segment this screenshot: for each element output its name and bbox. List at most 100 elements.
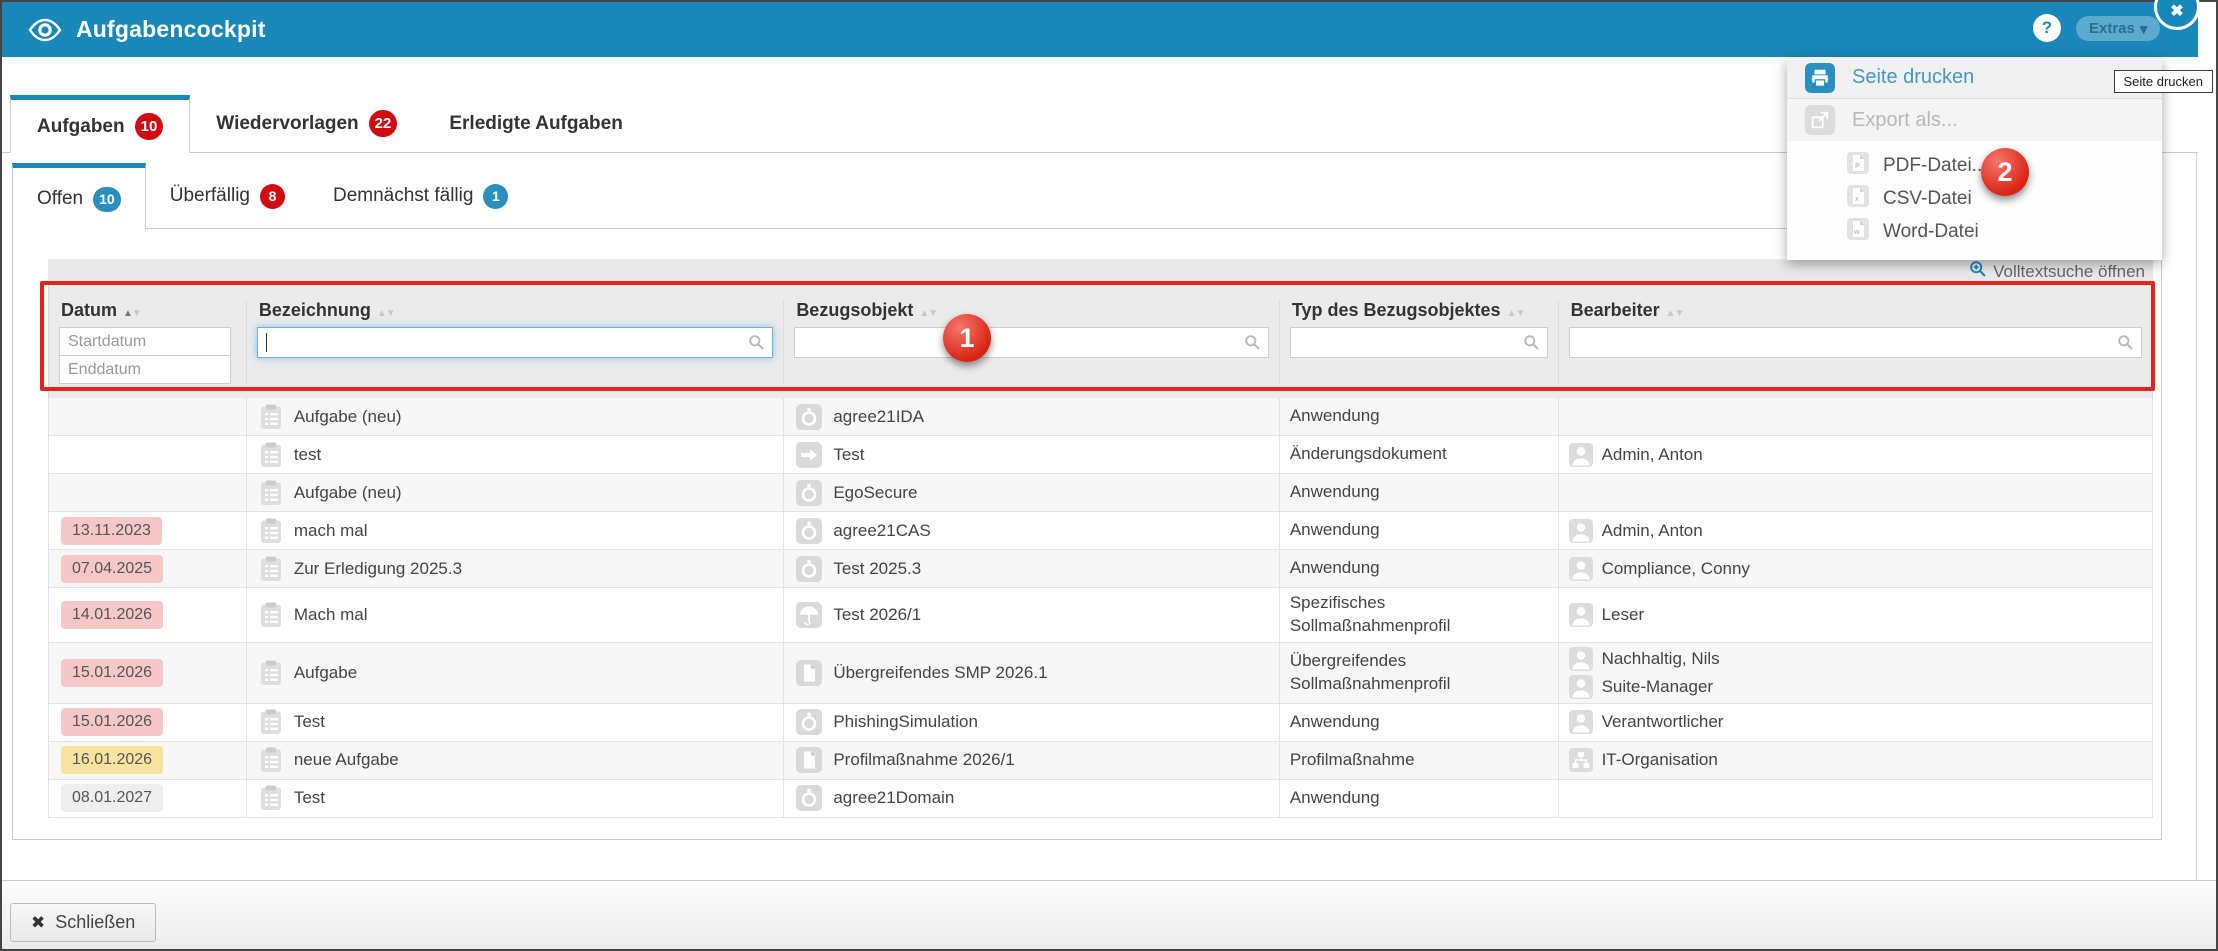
table-row[interactable]: Aufgabe (neu) agree21IDA Anwendung: [49, 398, 2152, 436]
sort-icons[interactable]: ▲▼: [1506, 308, 1526, 319]
assignee: Admin, Anton: [1568, 518, 1703, 543]
object-type: Anwendung: [1289, 711, 1380, 731]
cell-bezugsobjekt: PhishingSimulation: [783, 703, 1279, 741]
end-date-filter-input[interactable]: [59, 355, 231, 384]
table-body: Aufgabe (neu) agree21IDA Anwendung test Test…: [48, 398, 2153, 818]
clipboard-icon: [260, 442, 281, 467]
sort-icons[interactable]: ▲▼: [376, 308, 396, 319]
tab-ueberfaellig[interactable]: Überfällig 8: [146, 163, 309, 229]
table-row[interactable]: 15.01.2026 Aufgabe Übergreifendes SMP 2026…: [49, 642, 2152, 704]
object-name: Test 2025.3: [833, 558, 922, 578]
application-icon: [796, 555, 823, 582]
column-label: Bearbeiter: [1570, 300, 1660, 320]
tab-label: Erledigte Aufgaben: [449, 112, 623, 134]
assignee-name: Verantwortlicher: [1601, 712, 1724, 732]
bearbeiter-filter-input[interactable]: [1568, 327, 2142, 358]
cell-bezugsobjekt: EgoSecure: [783, 474, 1279, 511]
cell-bezugsobjekt: agree21CAS: [783, 512, 1279, 549]
extras-button[interactable]: Extras ▾: [2076, 16, 2161, 41]
cell-bezugsobjekt: Übergreifendes SMP 2026.1: [783, 642, 1279, 703]
task-name: Aufgabe: [293, 662, 358, 682]
cell-bezugsobjekt: agree21IDA: [783, 398, 1279, 435]
cell-bezeichnung: Aufgabe: [245, 642, 783, 703]
column-header-bearbeiter[interactable]: Bearbeiter ▲▼: [1557, 300, 2152, 325]
object-type: Übergreifendes Sollmaßnahmenprofil: [1289, 650, 1451, 693]
cell-bezeichnung: Mach mal: [245, 588, 783, 642]
cell-typ: Anwendung: [1278, 512, 1558, 549]
bezeichnung-filter-input[interactable]: [256, 327, 774, 358]
footer-bar: ✖ Schließen: [2, 880, 2216, 949]
column-header-typ[interactable]: Typ des Bezugsobjektes ▲▼: [1278, 300, 1558, 325]
menu-item-csv-datei[interactable]: x CSV-Datei: [1847, 182, 2162, 215]
tasks-table: Datum ▲▼ Bezeichnung ▲▼ Bezugsobjekt ▲▼ …: [48, 284, 2153, 818]
word-file-icon: w: [1847, 218, 1869, 245]
clipboard-icon: [260, 709, 281, 735]
table-row[interactable]: 07.04.2025 Zur Erledigung 2025.3 Test 2025…: [49, 550, 2152, 588]
cell-datum: 08.01.2027: [49, 780, 246, 817]
person-icon: [1568, 442, 1593, 467]
schliessen-button[interactable]: ✖ Schließen: [10, 903, 157, 942]
menu-item-word-datei[interactable]: w Word-Datei: [1847, 215, 2162, 248]
assignee-name: Admin, Anton: [1601, 444, 1703, 464]
sort-icons[interactable]: ▲▼: [1665, 308, 1685, 319]
application-icon: [796, 709, 823, 736]
due-date-badge: 08.01.2027: [61, 784, 164, 813]
table-row[interactable]: 08.01.2027 Test agree21Domain Anwendung: [49, 779, 2152, 818]
tab-aufgaben[interactable]: Aufgaben 10: [10, 95, 191, 153]
bezugsobjekt-filter-input[interactable]: [794, 327, 1269, 358]
table-row[interactable]: 13.11.2023 mach mal agree21CAS Anwendung Adm…: [49, 512, 2152, 550]
help-button[interactable]: ?: [2033, 14, 2061, 42]
person-icon: [1568, 518, 1593, 543]
person-icon: [1568, 602, 1593, 627]
column-label: Datum: [61, 300, 118, 320]
menu-item-label: Seite drucken: [1852, 66, 1975, 88]
filter-row: [49, 325, 2152, 398]
sort-icons[interactable]: ▲▼: [919, 308, 938, 319]
close-icon: ✖: [31, 912, 46, 932]
menu-item-export-als[interactable]: Export als...: [1787, 99, 2162, 141]
column-header-datum[interactable]: Datum ▲▼: [49, 300, 246, 325]
table-header: Datum ▲▼ Bezeichnung ▲▼ Bezugsobjekt ▲▼ …: [48, 284, 2153, 398]
table-row[interactable]: 16.01.2026 neue Aufgabe Profilmaßnahme 202…: [49, 741, 2152, 780]
application-icon: [796, 517, 823, 544]
table-row[interactable]: 15.01.2026 Test PhishingSimulation Anwendun…: [49, 703, 2152, 742]
menu-item-pdf-datei[interactable]: P PDF-Datei...: [1847, 149, 2162, 182]
object-type: Anwendung: [1289, 482, 1380, 502]
person-icon: [1568, 710, 1593, 735]
cell-typ: Anwendung: [1278, 779, 1558, 817]
cell-typ: Übergreifendes Sollmaßnahmenprofil: [1278, 642, 1558, 703]
object-name: agree21IDA: [833, 406, 925, 426]
cell-bearbeiter: Verantwortlicher: [1557, 703, 2152, 741]
start-date-filter-input[interactable]: [59, 327, 231, 356]
typ-filter-input[interactable]: [1289, 327, 1548, 358]
object-type: Änderungsdokument: [1289, 444, 1447, 464]
column-header-bezeichnung[interactable]: Bezeichnung ▲▼: [245, 300, 783, 325]
fulltext-search-toggle[interactable]: Volltextsuche öffnen: [48, 259, 2153, 284]
sort-icons[interactable]: ▲▼: [123, 308, 142, 319]
count-badge: 22: [368, 110, 398, 137]
schliessen-label: Schließen: [55, 912, 136, 932]
cell-typ: Spezifisches Sollmaßnahmenprofil: [1278, 588, 1558, 642]
tab-wiedervorlagen[interactable]: Wiedervorlagen 22: [190, 95, 423, 152]
clipboard-icon: [260, 747, 281, 773]
tab-erledigte-aufgaben[interactable]: Erledigte Aufgaben: [423, 95, 648, 152]
cell-bearbeiter: Admin, Anton: [1557, 512, 2152, 549]
due-date-badge: 16.01.2026: [61, 746, 164, 775]
column-header-bezugsobjekt[interactable]: Bezugsobjekt ▲▼: [783, 300, 1279, 325]
tab-offen[interactable]: Offen 10: [12, 163, 146, 230]
table-row[interactable]: 14.01.2026 Mach mal Test 2026/1 Spezifische…: [49, 588, 2152, 643]
object-type: Spezifisches Sollmaßnahmenprofil: [1289, 593, 1451, 635]
clipboard-icon: [260, 602, 281, 627]
menu-item-seite-drucken[interactable]: Seite drucken: [1787, 57, 2162, 99]
object-name: Profilmaßnahme 2026/1: [833, 750, 1015, 770]
cell-bearbeiter: Nachhaltig, Nils Suite-Manager: [1557, 642, 2152, 703]
tab-demnaechst-faellig[interactable]: Demnächst fällig 1: [309, 163, 532, 229]
due-date-badge: 15.01.2026: [61, 708, 164, 737]
table-row[interactable]: Aufgabe (neu) EgoSecure Anwendung: [49, 474, 2152, 512]
cell-bezeichnung: Test: [245, 779, 783, 817]
table-row[interactable]: test Test Änderungsdokument Admin, Anton: [49, 436, 2152, 474]
cell-bezeichnung: neue Aufgabe: [245, 741, 783, 779]
svg-text:P: P: [1855, 163, 1860, 170]
cell-datum: 15.01.2026: [49, 643, 246, 703]
person-icon: [1568, 646, 1593, 671]
